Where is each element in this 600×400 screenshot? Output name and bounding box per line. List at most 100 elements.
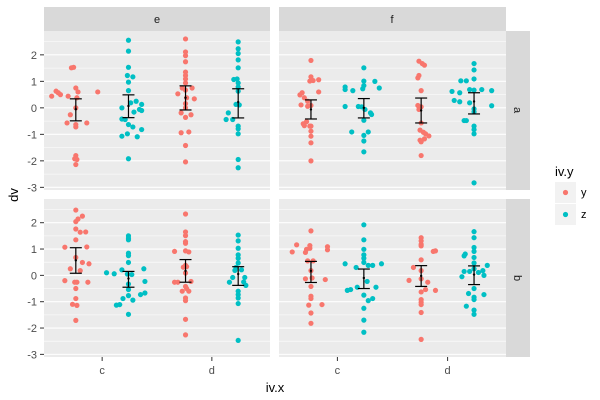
- data-point: [125, 293, 132, 299]
- data-point: [111, 271, 117, 277]
- data-point: [235, 39, 241, 45]
- data-point: [125, 88, 132, 94]
- data-point: [342, 261, 348, 267]
- data-point: [125, 64, 132, 70]
- data-point: [125, 286, 132, 293]
- panels: [44, 31, 506, 357]
- group-c-z: [342, 65, 382, 155]
- strip-row-a: a: [511, 107, 523, 114]
- data-point: [350, 88, 356, 94]
- data-point: [236, 102, 242, 108]
- data-point: [235, 255, 241, 261]
- data-point: [480, 268, 486, 274]
- data-point: [179, 288, 185, 294]
- data-point: [139, 107, 145, 114]
- data-point: [182, 332, 189, 338]
- y-tick-label: -3: [27, 182, 37, 194]
- data-point: [67, 112, 73, 118]
- data-point: [119, 105, 125, 111]
- data-point: [418, 289, 424, 295]
- mean-point: [74, 107, 78, 111]
- data-point: [232, 267, 238, 273]
- data-point: [182, 233, 189, 239]
- data-point: [471, 244, 477, 251]
- data-point: [73, 237, 79, 243]
- data-point: [178, 130, 184, 136]
- data-point: [373, 284, 379, 290]
- data-point: [361, 65, 367, 71]
- y-tick-label: 2: [31, 218, 37, 230]
- y-tick-label: -1: [27, 297, 37, 309]
- data-point: [74, 156, 80, 163]
- data-point: [342, 103, 348, 110]
- data-point: [372, 78, 378, 84]
- data-point: [361, 149, 367, 155]
- data-point: [298, 102, 304, 108]
- data-point: [129, 271, 135, 278]
- data-point: [73, 317, 79, 323]
- data-point: [308, 57, 314, 64]
- data-point: [73, 295, 79, 302]
- data-point: [370, 295, 376, 302]
- data-point: [86, 261, 92, 267]
- data-point: [365, 262, 371, 268]
- mean-point: [472, 273, 476, 276]
- data-point: [361, 222, 367, 228]
- data-point: [235, 300, 241, 307]
- data-point: [463, 117, 469, 124]
- mean-point: [419, 274, 423, 278]
- x-tick-label: c: [99, 365, 105, 377]
- data-point: [297, 92, 303, 98]
- data-point: [235, 65, 241, 71]
- data-point: [432, 248, 439, 254]
- data-point: [139, 126, 145, 133]
- data-point: [175, 91, 181, 97]
- mean-point: [472, 100, 476, 103]
- data-point: [422, 286, 429, 293]
- data-point: [182, 159, 189, 165]
- data-point: [361, 292, 367, 298]
- data-point: [65, 93, 71, 99]
- data-point: [95, 89, 101, 95]
- data-point: [130, 74, 136, 80]
- data-point: [74, 95, 80, 101]
- data-point: [182, 80, 189, 86]
- data-point: [189, 85, 195, 91]
- data-point: [69, 301, 76, 307]
- data-point: [425, 279, 431, 285]
- data-point: [186, 288, 192, 294]
- data-point: [364, 278, 370, 285]
- data-point: [370, 262, 376, 268]
- strip-row-b: b: [511, 275, 523, 281]
- data-point: [139, 101, 145, 108]
- data-point: [73, 85, 79, 91]
- data-point: [418, 152, 424, 159]
- data-point: [361, 329, 367, 335]
- data-point: [235, 46, 241, 52]
- data-point: [225, 110, 231, 116]
- mean-point: [309, 269, 313, 273]
- data-point: [361, 246, 367, 252]
- data-point: [73, 124, 79, 130]
- strip-col-e: e: [154, 14, 160, 26]
- data-point: [432, 287, 439, 293]
- data-point: [74, 279, 80, 285]
- legend-title: iv.y: [555, 164, 574, 179]
- data-point: [475, 269, 482, 276]
- data-point: [479, 86, 485, 93]
- data-point: [235, 156, 241, 163]
- data-point: [73, 207, 79, 213]
- data-point: [85, 279, 91, 285]
- data-point: [308, 133, 314, 139]
- data-point: [301, 123, 307, 129]
- group-c-z: [103, 233, 148, 317]
- data-point: [463, 303, 469, 309]
- data-point: [182, 53, 189, 59]
- data-point: [361, 255, 367, 261]
- data-point: [125, 253, 132, 259]
- data-point: [467, 100, 473, 106]
- data-point: [133, 98, 139, 104]
- data-point: [309, 275, 315, 281]
- data-point: [310, 77, 316, 84]
- data-point: [84, 244, 90, 250]
